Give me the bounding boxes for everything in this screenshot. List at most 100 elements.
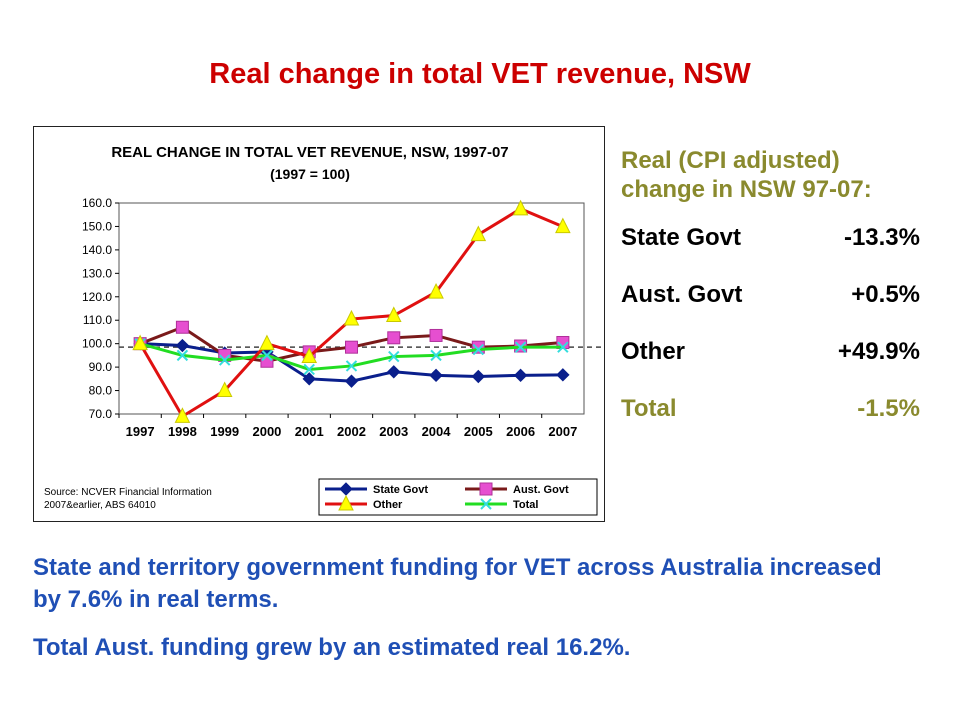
y-tick-label: 160.0	[82, 196, 112, 210]
marker-stroke	[261, 349, 273, 362]
summary-row-state-govt: State Govt -13.3%	[621, 224, 921, 253]
marker-stroke	[388, 350, 400, 363]
data-point-total	[430, 349, 442, 362]
data-point-other	[470, 225, 487, 242]
legend-marker-other	[338, 494, 354, 511]
line-chart: REAL CHANGE IN TOTAL VET REVENUE, NSW, 1…	[44, 144, 604, 516]
chart-legend: State Govt Aust. Govt Other Total	[318, 478, 598, 516]
x-tick-label: 2006	[506, 424, 535, 439]
data-point-total	[388, 350, 400, 363]
data-point-other	[216, 381, 233, 398]
x-tick-label: 2000	[252, 424, 281, 439]
marker-stroke	[430, 349, 442, 362]
legend-label-total: Total	[513, 499, 538, 511]
x-tick-label: 2001	[295, 424, 324, 439]
marker-stroke	[303, 363, 315, 376]
note-total-funding: Total Aust. funding grew by an estimated…	[33, 634, 631, 661]
summary-row-aust-govt: Aust. Govt +0.5%	[621, 281, 921, 310]
data-point-aust-govt	[429, 328, 443, 342]
chart-frame: REAL CHANGE IN TOTAL VET REVENUE, NSW, 1…	[33, 126, 605, 522]
data-point-state-govt	[175, 338, 190, 353]
y-tick-label: 120.0	[82, 290, 112, 304]
x-tick-label: 2007	[548, 424, 577, 439]
x-tick-label: 1998	[168, 424, 197, 439]
legend-marker-total	[480, 498, 492, 510]
data-point-total	[345, 360, 358, 372]
summary-value: -1.5%	[857, 395, 920, 422]
summary-row-total: Total -1.5%	[621, 395, 921, 424]
marker-stroke	[176, 349, 189, 362]
data-point-aust-govt	[387, 331, 401, 345]
data-point-other	[174, 407, 191, 423]
data-point-other	[428, 282, 444, 299]
data-point-other	[259, 334, 275, 351]
data-point-state-govt	[556, 368, 570, 382]
chart-source: 2007&earlier, ABS 64010	[44, 500, 156, 511]
legend-marker-aust-govt	[479, 482, 493, 496]
data-point-aust-govt	[175, 320, 189, 334]
plot-area: 70.0 80.0 90.0 100.0 110.0 120.0 130.0 140.0 150…	[82, 196, 604, 439]
marker-stroke	[345, 360, 358, 372]
legend-label-other: Other	[373, 499, 403, 511]
y-tick-label: 110.0	[83, 313, 112, 327]
data-point-other	[301, 347, 318, 364]
data-point-other	[132, 334, 148, 351]
data-point-state-govt	[513, 368, 528, 383]
data-point-state-govt	[344, 374, 359, 388]
summary-heading: Real (CPI adjusted) change in NSW 97-07:	[621, 147, 872, 203]
x-tick-label: 1997	[126, 424, 155, 439]
marker-stroke	[480, 498, 492, 510]
x-tick-label: 2003	[379, 424, 408, 439]
marker-stroke	[514, 341, 527, 353]
data-point-state-govt	[429, 368, 443, 383]
chart-subtitle: (1997 = 100)	[270, 166, 350, 182]
bottom-notes: State and territory government funding f…	[33, 552, 913, 664]
data-point-total	[557, 341, 569, 353]
summary-panel: Real (CPI adjusted) change in NSW 97-07:…	[621, 146, 921, 452]
data-point-other	[343, 309, 360, 326]
legend-label-state-govt: State Govt	[373, 484, 428, 496]
summary-value: +49.9%	[837, 338, 920, 365]
data-point-total	[176, 349, 189, 362]
data-point-total	[303, 363, 315, 376]
x-tick-label: 1999	[210, 424, 239, 439]
marker-stroke	[557, 341, 569, 353]
x-tick-label: 2002	[337, 424, 366, 439]
data-point-state-govt	[387, 365, 401, 379]
summary-value: +0.5%	[851, 281, 920, 308]
note-state-funding: State and territory government funding f…	[33, 554, 882, 613]
summary-value: -13.3%	[843, 224, 920, 251]
marker-stroke	[472, 343, 485, 356]
x-tick-label: 2004	[422, 424, 452, 439]
data-point-total	[472, 343, 485, 356]
data-point-total	[261, 349, 273, 362]
summary-label: Total	[621, 395, 677, 422]
y-tick-label: 150.0	[82, 219, 112, 233]
data-point-other	[512, 199, 529, 216]
y-tick-label: 90.0	[89, 360, 113, 374]
data-point-aust-govt	[345, 340, 358, 354]
summary-label: Other	[621, 338, 686, 365]
chart-title: REAL CHANGE IN TOTAL VET REVENUE, NSW, 1…	[111, 144, 508, 161]
chart-source: Source: NCVER Financial Information	[44, 487, 212, 498]
y-tick-label: 130.0	[82, 266, 112, 280]
y-tick-label: 140.0	[82, 243, 112, 257]
y-tick-label: 100.0	[82, 337, 112, 351]
slide-title: Real change in total VET revenue, NSW	[209, 58, 751, 90]
data-point-total	[218, 354, 231, 366]
data-point-state-govt	[471, 369, 486, 384]
data-point-total	[514, 341, 527, 353]
data-point-other	[555, 217, 571, 234]
legend-box	[318, 478, 598, 516]
marker-stroke	[218, 354, 231, 366]
summary-label: State Govt	[621, 224, 742, 251]
legend-label-aust-govt: Aust. Govt	[513, 484, 569, 496]
data-point-state-govt	[302, 372, 316, 386]
x-tick-label: 2005	[464, 424, 493, 439]
summary-row-other: Other +49.9%	[621, 338, 921, 367]
y-tick-label: 70.0	[89, 407, 113, 421]
y-tick-label: 80.0	[89, 384, 113, 398]
plot-border	[118, 202, 585, 415]
summary-label: Aust. Govt	[621, 281, 743, 308]
data-point-other	[385, 306, 402, 323]
